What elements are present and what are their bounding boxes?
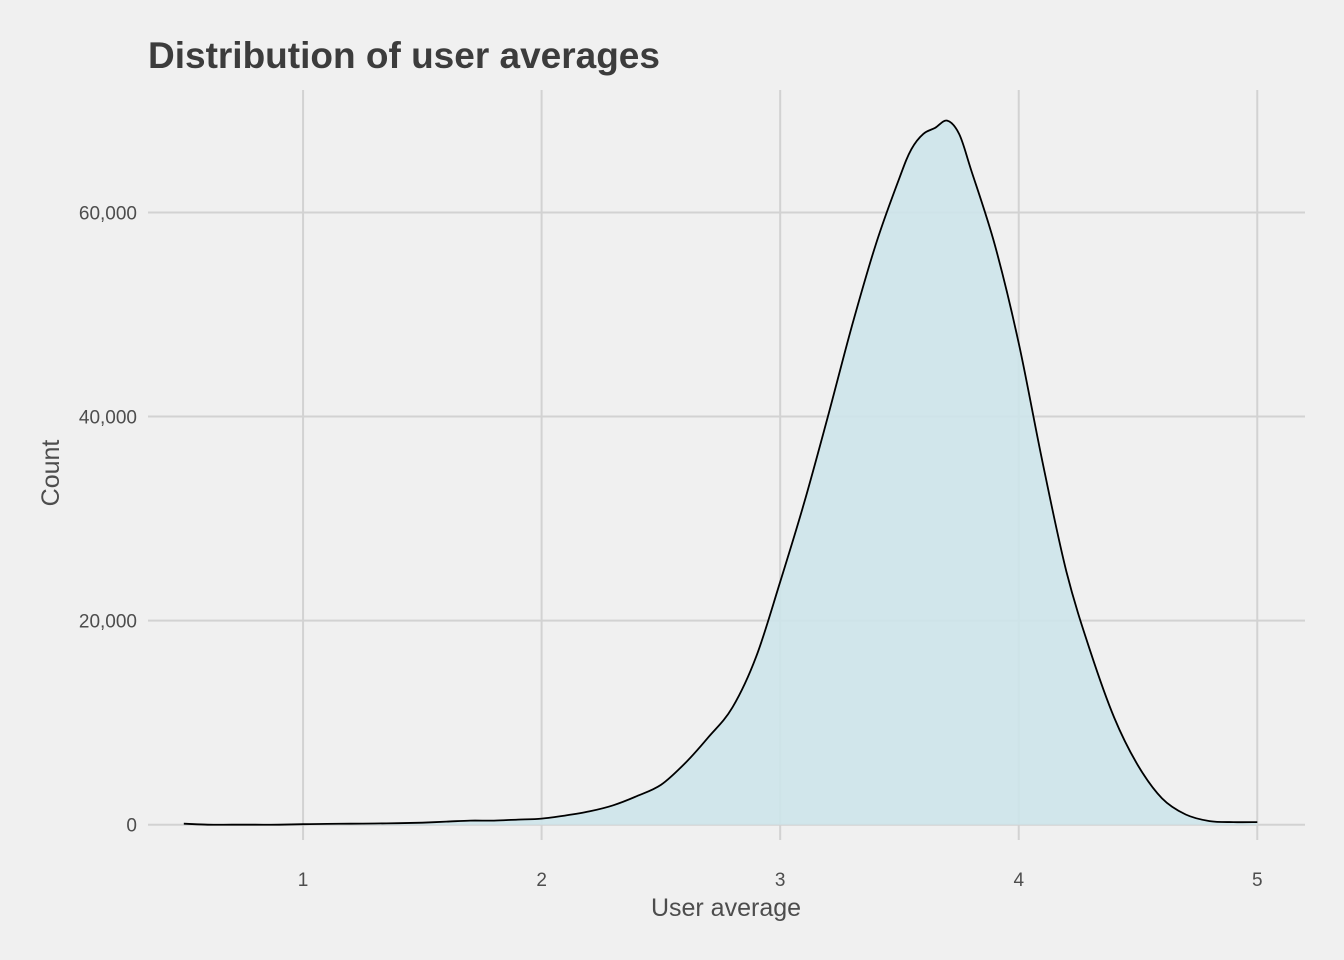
y-tick-label: 60,000: [79, 203, 137, 224]
x-tick-label: 1: [298, 870, 309, 891]
density-curve-line: [183, 119, 1258, 826]
x-tick-label: 4: [1013, 870, 1024, 891]
chart-title: Distribution of user averages: [148, 35, 660, 76]
y-tick-label: 0: [126, 816, 137, 837]
x-axis-title: User average: [651, 894, 801, 922]
x-tick-label: 2: [536, 870, 547, 891]
y-axis-title: Count: [37, 440, 65, 507]
x-tick-label: 5: [1252, 870, 1263, 891]
density-area: [183, 120, 1258, 825]
y-axis-ticks: 0 20,000 40,000 60,000: [79, 203, 137, 836]
y-tick-label: 20,000: [79, 612, 137, 633]
y-tick-label: 40,000: [79, 408, 137, 429]
x-axis-ticks: 1 2 3 4 5: [298, 870, 1263, 891]
x-tick-label: 3: [775, 870, 786, 891]
